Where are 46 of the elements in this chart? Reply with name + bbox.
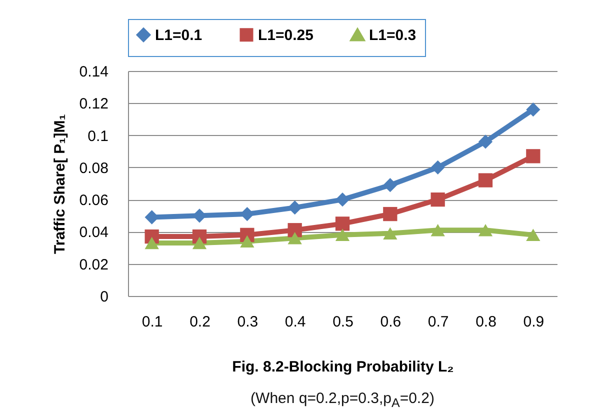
point [144,236,159,250]
point [526,228,540,242]
point [288,232,302,244]
legend-label: L1=0.1 [155,26,202,44]
y-tick-label: 0.1 [88,128,108,145]
point [288,223,302,238]
y-tick-label: 0.12 [79,96,108,113]
point [430,192,445,207]
y-tick-label: 0.06 [79,192,108,210]
point [144,210,159,224]
point [526,149,540,164]
point [383,227,398,240]
x-tick-label: 0.8 [476,314,496,330]
point [335,192,350,207]
y-tick-label: 0.14 [79,64,108,80]
point [240,235,254,248]
point [430,160,445,174]
point [288,200,302,215]
x-tick-label: 0.9 [523,314,544,330]
point [192,236,207,250]
x-tick-label: 0.3 [237,314,258,330]
x-tick-label: 0.1 [142,314,163,330]
point [478,173,493,188]
x-tick-label: 0.6 [380,314,402,330]
point [430,224,445,236]
legend-label: L1=0.3 [369,27,416,44]
point [335,228,350,242]
text: (When q=0.2,p=0.3,p$_{A}$=0.2) [250,390,436,410]
point [335,216,350,231]
x-tick-label: 0.4 [284,314,306,330]
y-tick-label: 0.02 [79,256,108,274]
point [526,102,540,117]
point [383,206,398,222]
point [478,134,493,149]
y-tick-label: 0 [100,288,108,306]
point [240,206,254,222]
y-axis-title: Traffic Share[ P₁]M₁ [51,114,68,254]
x-tick-label: 0.7 [428,314,449,330]
point [383,178,398,192]
x-tick-label: 0.5 [332,314,354,330]
y-tick-label: 0.04 [79,224,108,242]
y-tick-label: 0.08 [79,160,108,177]
legend-label: L1=0.25 [258,26,314,44]
x-tick-label: 0.2 [190,314,210,330]
x-axis-title: Fig. 8.2-Blocking Probability L₂ [232,358,454,376]
point [478,224,493,236]
